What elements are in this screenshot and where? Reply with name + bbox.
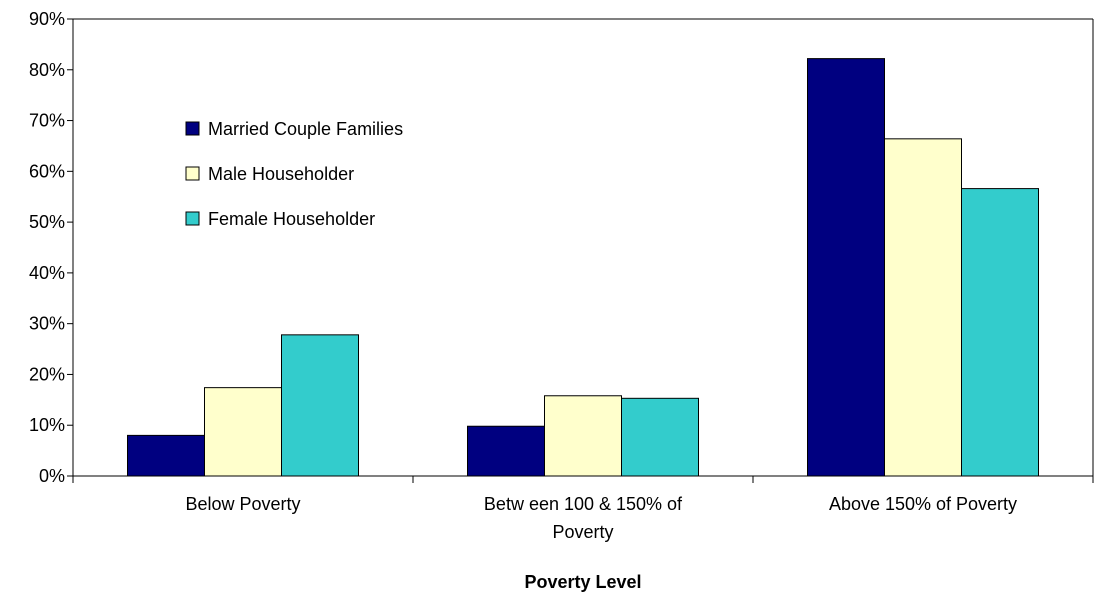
bar (544, 395, 622, 477)
y-tick-label: 0% (39, 466, 65, 486)
y-tick-label: 50% (29, 212, 65, 232)
bars (127, 58, 1039, 477)
bar (961, 188, 1039, 477)
bar (467, 425, 545, 477)
legend-swatch (185, 166, 200, 181)
bar (127, 434, 205, 477)
bar (281, 334, 359, 477)
legend-label: Male Householder (208, 164, 354, 184)
bar (884, 138, 962, 477)
bar (621, 397, 699, 477)
y-tick-label: 20% (29, 364, 65, 384)
legend-swatch (185, 121, 200, 136)
y-tick-label: 10% (29, 415, 65, 435)
legend: Married Couple Families Male Householder F… (185, 119, 403, 229)
legend-label: Married Couple Families (208, 119, 403, 139)
legend-swatch (185, 211, 200, 226)
x-axis-title: Poverty Level (524, 572, 641, 592)
x-tick-label: Betw een 100 & 150% of (484, 494, 683, 514)
x-tick-label: Poverty (552, 522, 613, 542)
bar (204, 387, 282, 477)
y-tick-label: 60% (29, 161, 65, 181)
legend-label: Female Householder (208, 209, 375, 229)
y-tick-label: 70% (29, 111, 65, 131)
y-tick-label: 80% (29, 60, 65, 80)
y-tick-label: 90% (29, 9, 65, 29)
y-tick-label: 30% (29, 314, 65, 334)
bar (807, 58, 885, 477)
x-tick-label: Below Poverty (185, 494, 300, 514)
axes: 0% 10% 20% 30% 40% 50% 60% 70% 80% 90% Below Pover… (29, 9, 1094, 542)
y-tick-label: 40% (29, 263, 65, 283)
x-tick-label: Above 150% of Poverty (829, 494, 1017, 514)
